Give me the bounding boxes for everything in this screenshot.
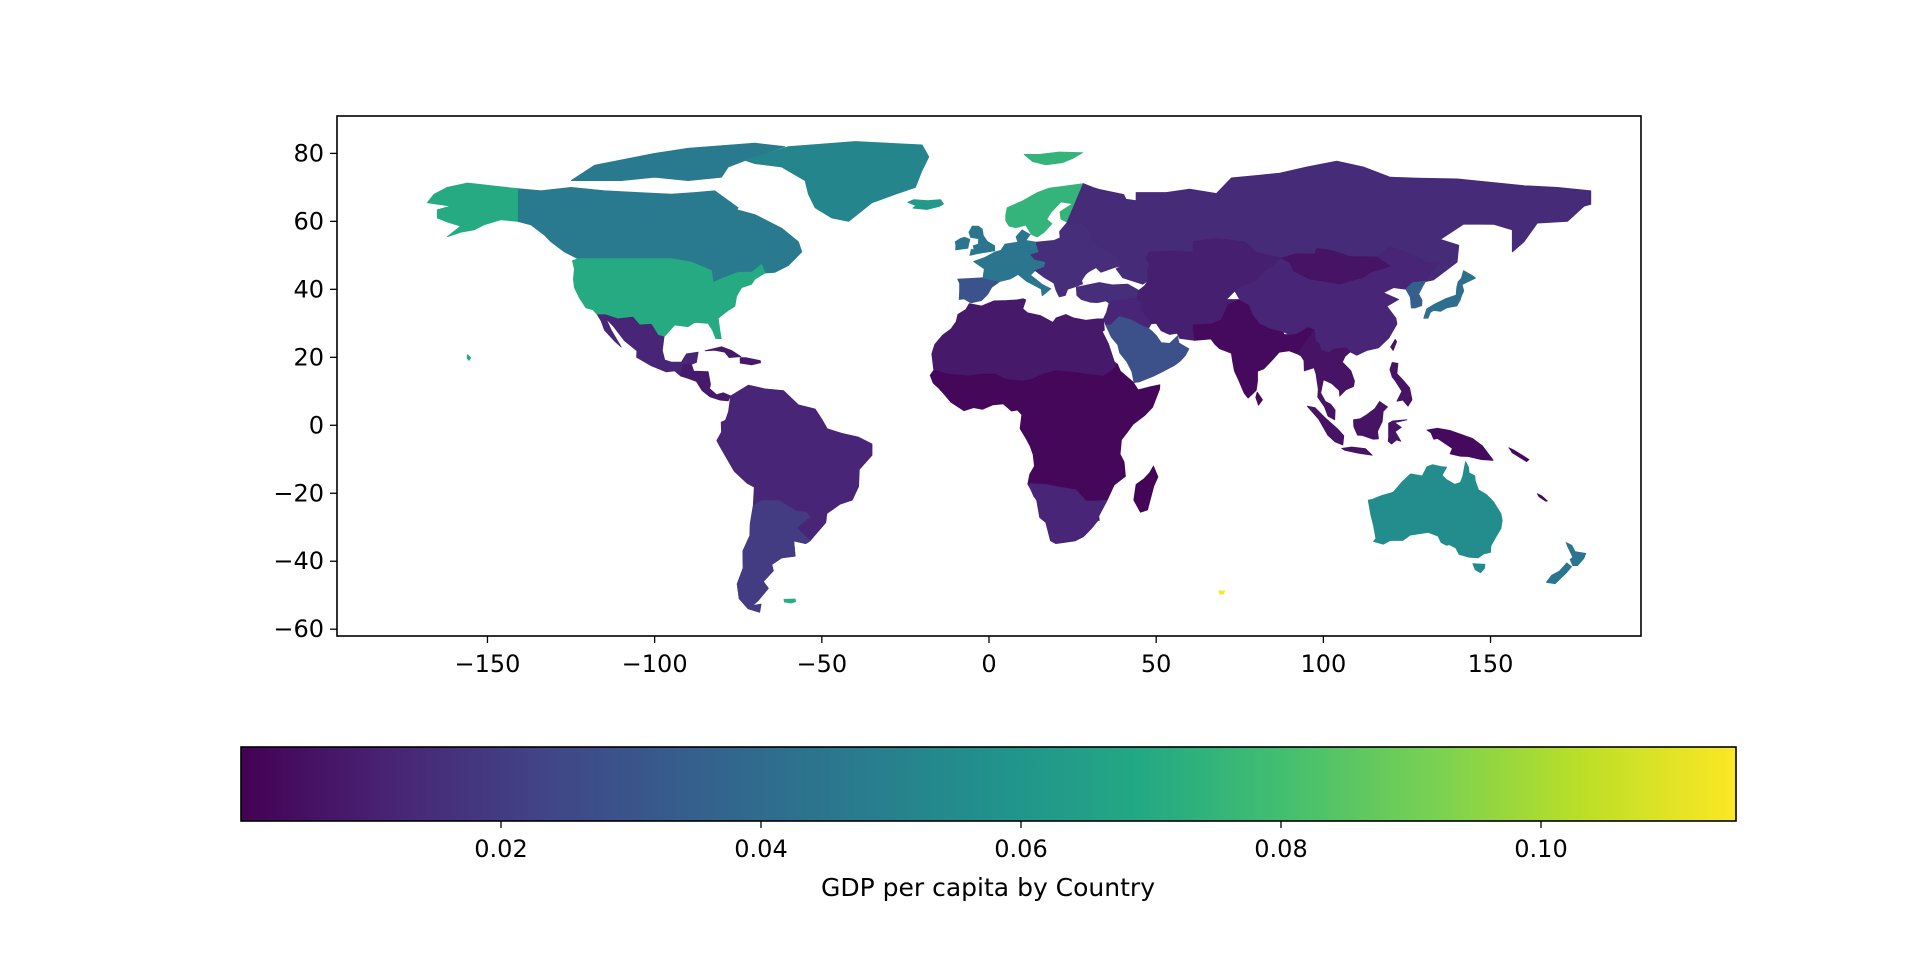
x-tick-label: −150 <box>455 650 521 678</box>
region-sub-saharan-africa <box>929 363 1161 523</box>
region-svalbard <box>1023 151 1083 166</box>
y-tick-label: 80 <box>293 139 324 167</box>
colorbar-tick-label: 0.06 <box>994 835 1047 863</box>
region-australia <box>1367 461 1503 559</box>
y-tick-label: 40 <box>293 275 324 303</box>
region-central-america <box>680 363 731 402</box>
colorbar-label: GDP per capita by Country <box>821 873 1155 902</box>
region-taiwan <box>1390 338 1397 351</box>
region-alaska-usa <box>426 182 518 238</box>
region-new-caledonia <box>1536 493 1548 502</box>
region-cuba <box>704 346 742 359</box>
region-sri-lanka <box>1255 391 1263 406</box>
y-tick-label: −20 <box>273 479 324 507</box>
region-hispaniola <box>739 357 761 366</box>
region-tasmania <box>1472 563 1486 574</box>
region-borneo <box>1353 401 1388 440</box>
region-arabian-peninsula <box>1105 316 1190 383</box>
colorbar-tick-label: 0.02 <box>474 835 527 863</box>
region-ireland <box>954 236 971 251</box>
colorbar-axis: 0.02 0.04 0.06 0.08 0.10 <box>474 821 1568 863</box>
x-tick-label: 50 <box>1141 650 1172 678</box>
region-sumatra <box>1306 405 1345 446</box>
region-papua-new-guinea <box>1426 427 1494 461</box>
x-tick-label: 0 <box>981 650 996 678</box>
region-korea <box>1405 280 1427 309</box>
region-sulawesi <box>1387 419 1408 445</box>
region-scandinavia <box>1005 183 1094 238</box>
map-regions <box>426 141 1592 613</box>
region-falkland-islands <box>783 598 797 604</box>
colorbar-tick-label: 0.10 <box>1514 835 1567 863</box>
y-tick-label: 60 <box>293 207 324 235</box>
x-tick-label: −100 <box>622 650 688 678</box>
region-philippines <box>1389 361 1413 407</box>
region-greenland <box>744 141 930 222</box>
region-mongolia <box>1281 248 1391 285</box>
y-tick-label: −40 <box>273 547 324 575</box>
y-tick-label: 20 <box>293 343 324 371</box>
x-tick-label: 150 <box>1468 650 1514 678</box>
x-tick-label: −50 <box>796 650 847 678</box>
colorbar-tick-label: 0.04 <box>734 835 787 863</box>
map-y-axis: −60 −40 −20 0 20 40 60 80 <box>273 139 337 643</box>
y-tick-label: −60 <box>273 615 324 643</box>
region-solomon-islands <box>1508 447 1530 463</box>
region-british-isles <box>968 225 996 256</box>
x-tick-label: 100 <box>1300 650 1346 678</box>
region-southern-cone <box>736 500 811 613</box>
colorbar-tick-label: 0.08 <box>1254 835 1307 863</box>
region-united-states <box>572 258 766 340</box>
region-iceland <box>907 199 944 210</box>
y-tick-label: 0 <box>309 411 324 439</box>
region-kerguelen-islands <box>1218 590 1226 595</box>
region-new-zealand <box>1565 542 1587 566</box>
region-iberia <box>957 277 1001 304</box>
region-hawaii <box>466 354 472 361</box>
region-new-zealand-south-island <box>1546 562 1572 585</box>
region-southern-africa <box>1028 483 1108 544</box>
region-southeast-asia <box>1296 328 1355 421</box>
region-north-africa <box>931 298 1118 382</box>
region-java <box>1341 446 1373 456</box>
colorbar-gradient <box>240 746 1737 822</box>
map-x-axis: −150 −100 −50 0 50 100 150 <box>455 636 1514 678</box>
region-japan <box>1423 270 1476 319</box>
region-middle-east <box>1103 298 1152 329</box>
region-madagascar <box>1133 465 1159 513</box>
